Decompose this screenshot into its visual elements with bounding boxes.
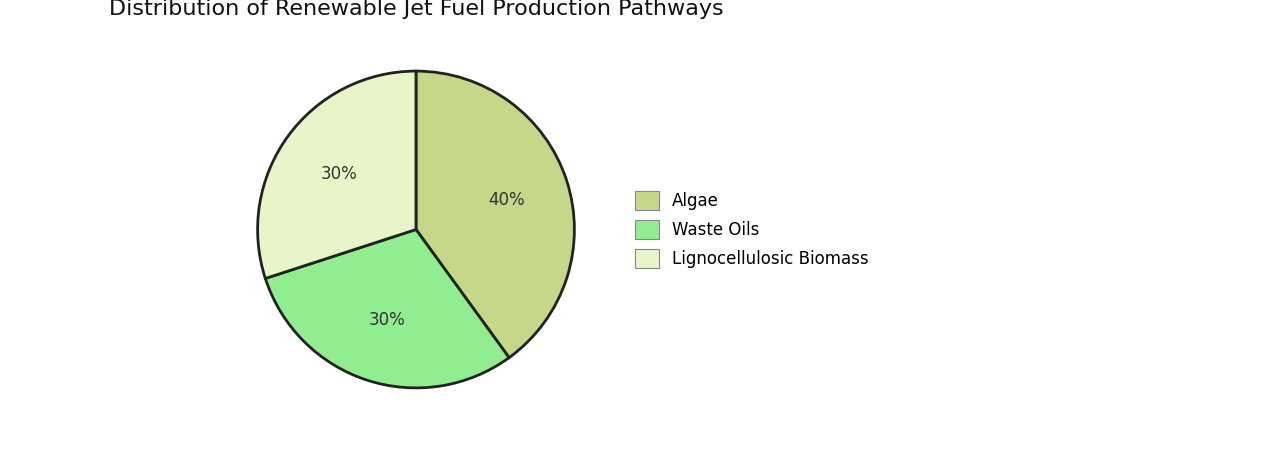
Text: 40%: 40% xyxy=(488,191,525,209)
Wedge shape xyxy=(265,230,509,388)
Legend: Algae, Waste Oils, Lignocellulosic Biomass: Algae, Waste Oils, Lignocellulosic Bioma… xyxy=(630,185,873,273)
Text: 30%: 30% xyxy=(369,311,404,329)
Text: 30%: 30% xyxy=(321,165,357,183)
Wedge shape xyxy=(257,71,416,279)
Title: Distribution of Renewable Jet Fuel Production Pathways: Distribution of Renewable Jet Fuel Produ… xyxy=(109,0,723,19)
Wedge shape xyxy=(416,71,575,358)
